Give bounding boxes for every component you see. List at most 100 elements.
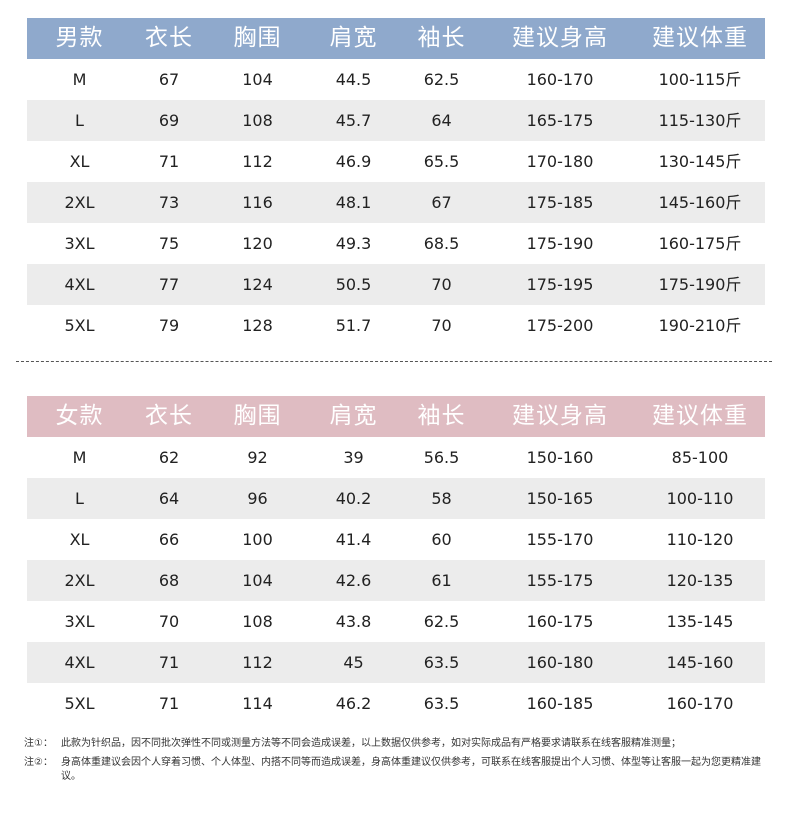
table-cell: 46.9 (335, 152, 372, 171)
table-cell: 96 (206, 478, 309, 519)
table-cell: 145-160斤 (635, 182, 765, 223)
table-cell: 56.5 (423, 448, 460, 467)
note-1-tag: 注①： (24, 738, 53, 749)
table-cell: 100-110 (635, 478, 765, 519)
table-cell: M (72, 70, 87, 89)
table-cell: 67 (398, 182, 485, 223)
table-cell: 67 (158, 70, 180, 89)
table-cell: 50.5 (309, 264, 398, 305)
table-cell: 108 (242, 612, 273, 631)
table-cell: 4XL (27, 642, 132, 683)
table-cell: 5XL (64, 316, 95, 335)
men-header-cell: 衣长 (132, 18, 206, 59)
women-header-cell: 袖长 (398, 396, 485, 437)
table-cell: 160-175 (526, 612, 594, 631)
women-header-cell: 衣长 (132, 396, 206, 437)
table-cell: 175-190斤 (635, 264, 765, 305)
table-cell: 61 (398, 560, 485, 601)
table-cell: L (27, 478, 132, 519)
table-cell: 58 (398, 478, 485, 519)
table-cell: 92 (247, 448, 268, 467)
table-cell: 73 (132, 182, 206, 223)
table-cell: 77 (132, 264, 206, 305)
table-cell: XL (69, 530, 90, 549)
table-cell: 160-170 (526, 70, 594, 89)
women-header-cell: 建议身高 (485, 396, 635, 437)
table-cell: 3XL (64, 612, 95, 631)
men-size-table: 男款 衣长 胸围 肩宽 袖长 建议身高 建议体重 M 67 104 44.5 62.5 160-170 1… (27, 18, 765, 346)
table-cell: 135-145 (666, 612, 734, 631)
note-2-text: 身高体重建议会因个人穿着习惯、个人体型、内搭不同等而造成误差，身高体重建议仅供参… (61, 757, 761, 782)
table-cell: L (27, 100, 132, 141)
dashed-divider (16, 361, 772, 362)
note-2: 注②： 身高体重建议会因个人穿着习惯、个人体型、内搭不同等而造成误差，身高体重建… (24, 756, 774, 784)
table-cell: 49.3 (335, 234, 372, 253)
table-cell: 41.4 (335, 530, 372, 549)
women-header-cell: 肩宽 (309, 396, 398, 437)
men-header-cell: 肩宽 (309, 18, 398, 59)
table-cell: 64 (132, 478, 206, 519)
women-header-cell: 胸围 (206, 396, 309, 437)
table-cell: 112 (206, 642, 309, 683)
table-cell: 115-130斤 (635, 100, 765, 141)
table-cell: 71 (132, 642, 206, 683)
table-cell: 48.1 (309, 182, 398, 223)
table-cell: 71 (158, 694, 180, 713)
table-cell: 60 (431, 530, 452, 549)
table-cell: 44.5 (335, 70, 372, 89)
table-cell: 5XL (64, 694, 95, 713)
men-header-cell: 胸围 (206, 18, 309, 59)
notes: 注①： 此款为针织品，因不同批次弹性不同或测量方法等不同会造成误差，以上数据仅供… (24, 737, 774, 789)
table-cell: 70 (398, 264, 485, 305)
table-cell: 100 (242, 530, 273, 549)
table-cell: 65.5 (423, 152, 460, 171)
table-cell: 170-180 (526, 152, 594, 171)
table-cell: 85-100 (671, 448, 729, 467)
men-header-cell: 建议身高 (485, 18, 635, 59)
table-cell: 110-120 (666, 530, 734, 549)
table-cell: 175-185 (485, 182, 635, 223)
table-cell: 108 (206, 100, 309, 141)
table-cell: 120 (242, 234, 273, 253)
table-cell: 160-185 (526, 694, 594, 713)
table-cell: 62.5 (423, 70, 460, 89)
men-header-cell: 建议体重 (635, 18, 765, 59)
table-cell: 2XL (27, 182, 132, 223)
women-header-cell: 女款 (27, 396, 132, 437)
table-cell: 70 (158, 612, 180, 631)
table-cell: 190-210斤 (658, 316, 742, 335)
table-cell: 104 (206, 560, 309, 601)
table-cell: 160-180 (485, 642, 635, 683)
table-cell: 64 (398, 100, 485, 141)
women-header-cell: 建议体重 (635, 396, 765, 437)
table-cell: 116 (206, 182, 309, 223)
note-1-text: 此款为针织品，因不同批次弹性不同或测量方法等不同会造成误差，以上数据仅供参考，如… (61, 738, 681, 749)
table-cell: 46.2 (335, 694, 372, 713)
table-cell: 150-160 (526, 448, 594, 467)
table-cell: 51.7 (335, 316, 372, 335)
table-cell: 40.2 (309, 478, 398, 519)
table-cell: 45.7 (309, 100, 398, 141)
table-cell: 42.6 (309, 560, 398, 601)
table-cell: 114 (242, 694, 273, 713)
table-cell: 112 (242, 152, 273, 171)
table-cell: 3XL (64, 234, 95, 253)
table-cell: 68 (132, 560, 206, 601)
table-cell: M (72, 448, 87, 467)
table-cell: 63.5 (398, 642, 485, 683)
table-cell: 160-170 (666, 694, 734, 713)
table-cell: 104 (242, 70, 273, 89)
men-header-cell: 袖长 (398, 18, 485, 59)
table-cell: 2XL (27, 560, 132, 601)
table-cell: 62.5 (423, 612, 460, 631)
table-cell: 71 (158, 152, 180, 171)
table-cell: 124 (206, 264, 309, 305)
table-cell: 100-115斤 (658, 70, 742, 89)
table-cell: 175-200 (526, 316, 594, 335)
table-cell: 175-195 (485, 264, 635, 305)
table-cell: 175-190 (526, 234, 594, 253)
table-cell: 130-145斤 (658, 152, 742, 171)
table-cell: 165-175 (485, 100, 635, 141)
note-2-tag: 注②： (24, 757, 53, 768)
table-cell: 155-170 (526, 530, 594, 549)
